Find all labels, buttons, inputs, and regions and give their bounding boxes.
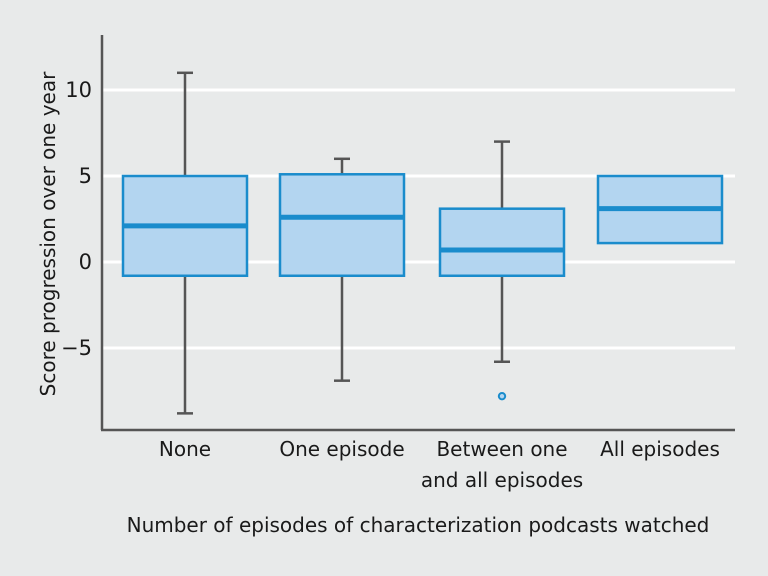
y-tick-label: −5 bbox=[61, 336, 92, 360]
x-tick-label: All episodes bbox=[600, 437, 720, 461]
iqr-box bbox=[278, 173, 406, 278]
box-group bbox=[121, 71, 249, 415]
x-tick-label: None bbox=[159, 437, 211, 461]
iqr-box bbox=[438, 207, 566, 278]
outlier-point bbox=[497, 391, 507, 401]
x-tick-label: Between one bbox=[436, 437, 567, 461]
y-tick-label: 10 bbox=[65, 78, 92, 102]
box-group bbox=[278, 157, 406, 382]
box-group bbox=[438, 140, 566, 401]
boxes bbox=[121, 71, 724, 415]
y-tick-label: 5 bbox=[79, 164, 92, 188]
axes bbox=[100, 35, 735, 432]
x-axis-title: Number of episodes of characterization p… bbox=[127, 513, 710, 537]
y-axis-title: Score progression over one year bbox=[36, 71, 60, 396]
y-tick-label: 0 bbox=[79, 250, 92, 274]
labels: 10 5 0 −5 None One episode Between one and all … bbox=[61, 78, 720, 492]
box-group bbox=[596, 174, 724, 245]
x-tick-label: and all episodes bbox=[421, 468, 583, 492]
x-tick-label: One episode bbox=[279, 437, 404, 461]
